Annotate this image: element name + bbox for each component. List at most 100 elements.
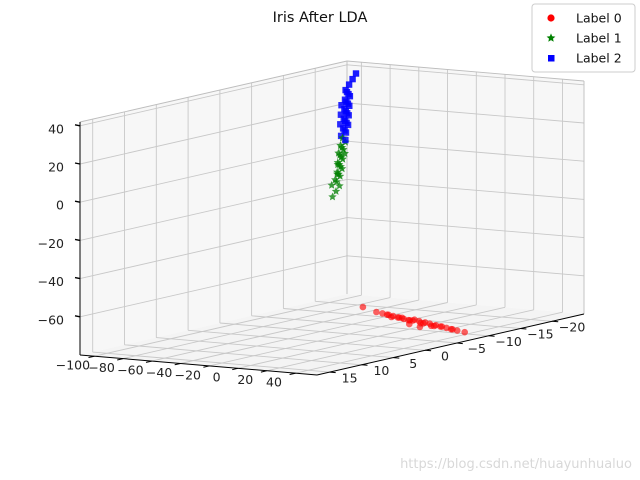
gridline-z-left bbox=[79, 255, 348, 318]
y-tick-label: −10 bbox=[495, 334, 521, 349]
gridline-z-right bbox=[346, 178, 585, 200]
legend-label-2: Label 2 bbox=[576, 51, 622, 66]
y-tick-label: 0 bbox=[441, 349, 449, 364]
x-tick-label: −100 bbox=[56, 358, 90, 373]
z-tick-mark bbox=[74, 276, 81, 280]
x-tick-mark bbox=[232, 367, 239, 371]
data-points bbox=[327, 70, 469, 336]
gridline-y-floor bbox=[124, 344, 362, 366]
y-tick-label: 15 bbox=[342, 370, 358, 385]
grid-lines bbox=[79, 60, 585, 374]
data-point-label-0 bbox=[359, 303, 367, 311]
z-tick-label: −40 bbox=[38, 274, 64, 289]
data-point-label-2 bbox=[344, 121, 352, 129]
x-tick-mark bbox=[117, 358, 124, 361]
data-point-label-1 bbox=[335, 160, 344, 169]
gridline-y-floor bbox=[315, 300, 553, 322]
gridline-y-floor bbox=[188, 329, 426, 351]
data-point-label-2 bbox=[337, 132, 345, 140]
y-tick-label: −5 bbox=[468, 341, 486, 356]
data-point-label-2 bbox=[342, 136, 349, 144]
data-point-label-1 bbox=[335, 171, 345, 180]
data-point-label-1 bbox=[334, 148, 343, 157]
legend: Label 0 Label 1 Label 2 bbox=[531, 3, 636, 73]
data-point-label-0 bbox=[438, 323, 446, 330]
y-tick-label: −15 bbox=[527, 327, 553, 342]
x-tick-mark bbox=[145, 360, 152, 363]
chart-title: Iris After LDA bbox=[273, 10, 368, 26]
x-tick-mark bbox=[88, 355, 95, 358]
data-point-label-0 bbox=[373, 308, 380, 316]
z-tick-mark bbox=[74, 162, 81, 165]
gridline-y-floor bbox=[219, 322, 457, 344]
y-tick-mark bbox=[393, 357, 400, 359]
data-point-label-0 bbox=[379, 310, 386, 317]
legend-marker-label-1 bbox=[546, 33, 556, 42]
data-point-label-2 bbox=[337, 111, 345, 118]
y-tick-mark bbox=[361, 364, 368, 366]
x-tick-label: −40 bbox=[146, 365, 172, 380]
x-tick-mark bbox=[289, 372, 296, 375]
y-tick-label: −20 bbox=[559, 319, 585, 334]
z-tick-label: 20 bbox=[48, 160, 64, 175]
legend-marker-label-0 bbox=[547, 14, 555, 22]
z-tick-mark bbox=[74, 200, 81, 203]
data-point-label-0 bbox=[430, 322, 438, 330]
x-axis-line bbox=[79, 354, 318, 376]
legend-label-0: Label 0 bbox=[576, 11, 622, 26]
x-tick-mark bbox=[203, 365, 210, 368]
gridline-z-right bbox=[346, 140, 585, 162]
data-point-label-1 bbox=[339, 145, 348, 154]
pane-edge bbox=[346, 60, 585, 82]
x-tick-label: −60 bbox=[117, 363, 143, 378]
x-tick-mark bbox=[174, 363, 181, 366]
data-point-label-2 bbox=[338, 102, 345, 109]
data-point-label-2 bbox=[345, 81, 353, 88]
data-point-label-0 bbox=[398, 314, 406, 322]
data-point-label-0 bbox=[461, 328, 469, 336]
data-point-label-1 bbox=[335, 181, 344, 190]
gridline-z-left bbox=[79, 102, 348, 165]
x-tick-label: 0 bbox=[213, 370, 221, 385]
data-point-label-2 bbox=[342, 129, 350, 136]
data-point-label-0 bbox=[416, 323, 424, 331]
data-point-label-2 bbox=[346, 93, 354, 100]
watermark-text: https://blog.csdn.net/huayunhualuo bbox=[400, 457, 632, 472]
z-tick-label: 40 bbox=[48, 121, 64, 136]
data-point-label-0 bbox=[388, 313, 395, 321]
legend-frame bbox=[531, 3, 636, 73]
y-tick-mark bbox=[425, 349, 432, 352]
y-tick-label: 5 bbox=[409, 356, 417, 371]
axes-panes bbox=[80, 61, 584, 375]
y-tick-mark bbox=[456, 342, 463, 345]
z-tick-mark bbox=[74, 315, 81, 318]
z-tick-label: −60 bbox=[38, 312, 64, 327]
gridline-z-left bbox=[79, 178, 348, 241]
x-tick-label: 40 bbox=[266, 375, 282, 390]
z-tick-label: 0 bbox=[56, 198, 64, 213]
data-point-label-2 bbox=[346, 102, 353, 109]
gridline-z-right bbox=[346, 64, 585, 86]
legend-marker-label-2 bbox=[548, 55, 555, 62]
data-point-label-2 bbox=[349, 75, 356, 83]
pane-edge bbox=[79, 60, 348, 123]
data-point-label-1 bbox=[327, 180, 336, 189]
gridline-z-left bbox=[79, 64, 348, 127]
data-point-label-1 bbox=[334, 169, 343, 178]
data-point-label-2 bbox=[352, 70, 360, 77]
data-point-label-2 bbox=[337, 121, 344, 128]
gridline-z-left bbox=[79, 217, 348, 280]
data-point-label-1 bbox=[337, 164, 347, 173]
y-tick-mark bbox=[552, 320, 559, 323]
tick-labels: −100−80 −60 −40 −20 0 20 40 15 10 5 0 −5 −10 −15 −2040… bbox=[38, 121, 586, 389]
side-pane-left bbox=[80, 61, 347, 355]
data-point-label-1 bbox=[331, 187, 341, 195]
gridline-z-left bbox=[79, 140, 348, 203]
data-point-label-1 bbox=[328, 192, 337, 201]
y-tick-label: 10 bbox=[373, 363, 389, 378]
data-point-label-2 bbox=[345, 112, 352, 119]
y-tick-mark bbox=[520, 328, 527, 330]
gridline-y-floor bbox=[156, 337, 394, 359]
z-tick-label: −20 bbox=[38, 236, 64, 251]
